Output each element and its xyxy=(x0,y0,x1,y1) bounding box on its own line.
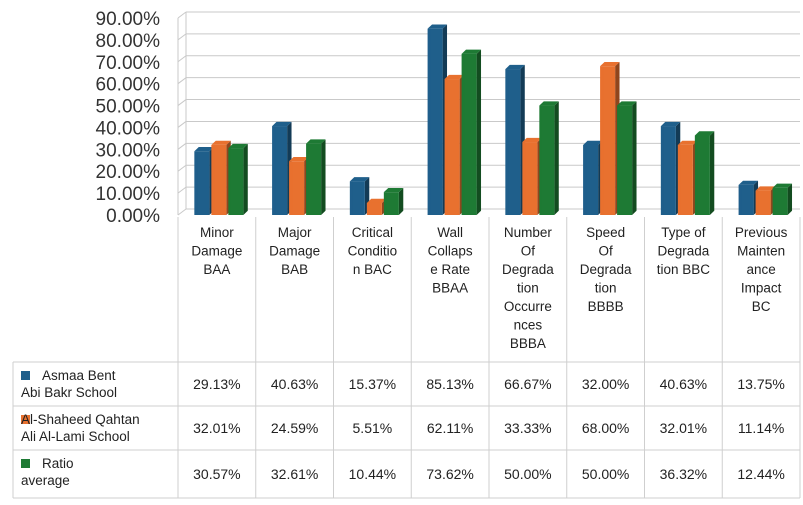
bar xyxy=(694,131,715,215)
bar xyxy=(738,180,759,215)
category-label: Minor Damage BAA xyxy=(191,225,242,277)
table-cell-value: 10.44% xyxy=(349,466,396,482)
table-cell-value: 62.11% xyxy=(427,420,473,436)
bar xyxy=(617,101,637,215)
table-cell-value: 12.44% xyxy=(737,466,784,482)
table-cell-value: 50.00% xyxy=(582,466,629,482)
bar xyxy=(522,137,542,215)
gridline xyxy=(177,11,800,19)
bar xyxy=(660,121,681,215)
bars xyxy=(194,24,793,216)
gridline xyxy=(177,120,800,128)
gridline xyxy=(177,55,800,63)
table-cell-value: 32.01% xyxy=(193,420,240,436)
category-label: Major Damage BAB xyxy=(269,225,320,277)
gridline xyxy=(177,77,800,85)
table-cell-value: 13.75% xyxy=(737,376,784,392)
bar xyxy=(289,156,309,215)
legend-label: Asmaa Bent Abi Bakr School xyxy=(21,368,117,400)
table-cell-value: 32.61% xyxy=(271,466,318,482)
bar xyxy=(444,74,465,215)
bar xyxy=(583,140,603,215)
bar xyxy=(228,143,248,215)
y-tick-label: 50.00% xyxy=(96,97,161,118)
y-tick-label: 90.00% xyxy=(96,9,161,30)
category-label: Number Of Degrada tion Occurre nces BBBA xyxy=(502,225,554,351)
table-cell-value: 40.63% xyxy=(660,376,707,392)
legend-swatch xyxy=(21,415,30,424)
bar xyxy=(272,121,292,215)
bar xyxy=(211,140,231,215)
bar xyxy=(461,49,482,216)
bar xyxy=(366,198,387,215)
gridline xyxy=(177,99,800,106)
legend-swatch xyxy=(21,459,30,468)
table-cell-value: 73.62% xyxy=(426,466,473,482)
category-label: Critical Conditio n BAC xyxy=(348,225,398,277)
table-cell-value: 5.51% xyxy=(353,420,393,436)
table-cell-value: 36.32% xyxy=(660,466,707,482)
y-tick-label: 80.00% xyxy=(96,31,161,52)
bar xyxy=(772,183,793,215)
data-table: Minor Damage BAA Major Damage BAB Critical Cond… xyxy=(12,217,801,499)
table-cell-value: 40.63% xyxy=(271,376,318,392)
table-cell-value: 32.01% xyxy=(660,420,707,436)
bar xyxy=(194,147,214,215)
y-tick-label: 30.00% xyxy=(96,140,161,161)
bar xyxy=(505,64,525,216)
category-label: Speed Of Degrada tion BBBB xyxy=(580,225,632,314)
legend-label: Ratio average xyxy=(21,456,74,488)
table-cell-value: 68.00% xyxy=(582,420,629,436)
category-label: Previous Mainten ance Impact BC xyxy=(735,225,788,314)
gridline xyxy=(177,33,800,41)
bar xyxy=(306,139,326,215)
table-cell-value: 15.37% xyxy=(349,376,396,392)
bar xyxy=(600,61,620,216)
category-label: Wall Collaps e Rate BBAA xyxy=(428,225,473,296)
y-tick-label: 10.00% xyxy=(96,184,161,205)
table-cell-value: 29.13% xyxy=(193,376,240,392)
bar xyxy=(349,177,370,215)
bar xyxy=(383,187,404,215)
table-cell-value: 50.00% xyxy=(504,466,551,482)
y-tick-label: 60.00% xyxy=(96,75,161,96)
back-wall xyxy=(186,12,800,209)
y-tick-label: 20.00% xyxy=(96,162,161,183)
bar xyxy=(677,140,698,215)
legend-swatch xyxy=(21,371,30,380)
bar xyxy=(427,24,448,216)
y-tick-label: 40.00% xyxy=(96,118,161,139)
bar xyxy=(539,101,559,215)
table-cell-value: 85.13% xyxy=(426,376,473,392)
y-axis-tick-labels: 0.00%10.00%20.00%30.00%40.00%50.00%60.00… xyxy=(96,9,161,227)
table-cell-value: 33.33% xyxy=(504,420,551,436)
gridlines xyxy=(177,11,800,216)
table-cell-value: 30.57% xyxy=(193,466,240,482)
table-cell-value: 32.00% xyxy=(582,376,629,392)
y-tick-label: 0.00% xyxy=(106,206,160,227)
table-cell-value: 11.14% xyxy=(738,420,784,436)
table-cell-value: 66.67% xyxy=(504,376,551,392)
table-cell-value: 24.59% xyxy=(271,420,318,436)
category-label: Type of Degrada tion BBC xyxy=(657,225,711,277)
y-tick-label: 70.00% xyxy=(96,53,161,74)
legend-label: Al-Shaheed Qahtan Ali Al-Lami School xyxy=(21,412,140,444)
bar xyxy=(755,186,776,215)
